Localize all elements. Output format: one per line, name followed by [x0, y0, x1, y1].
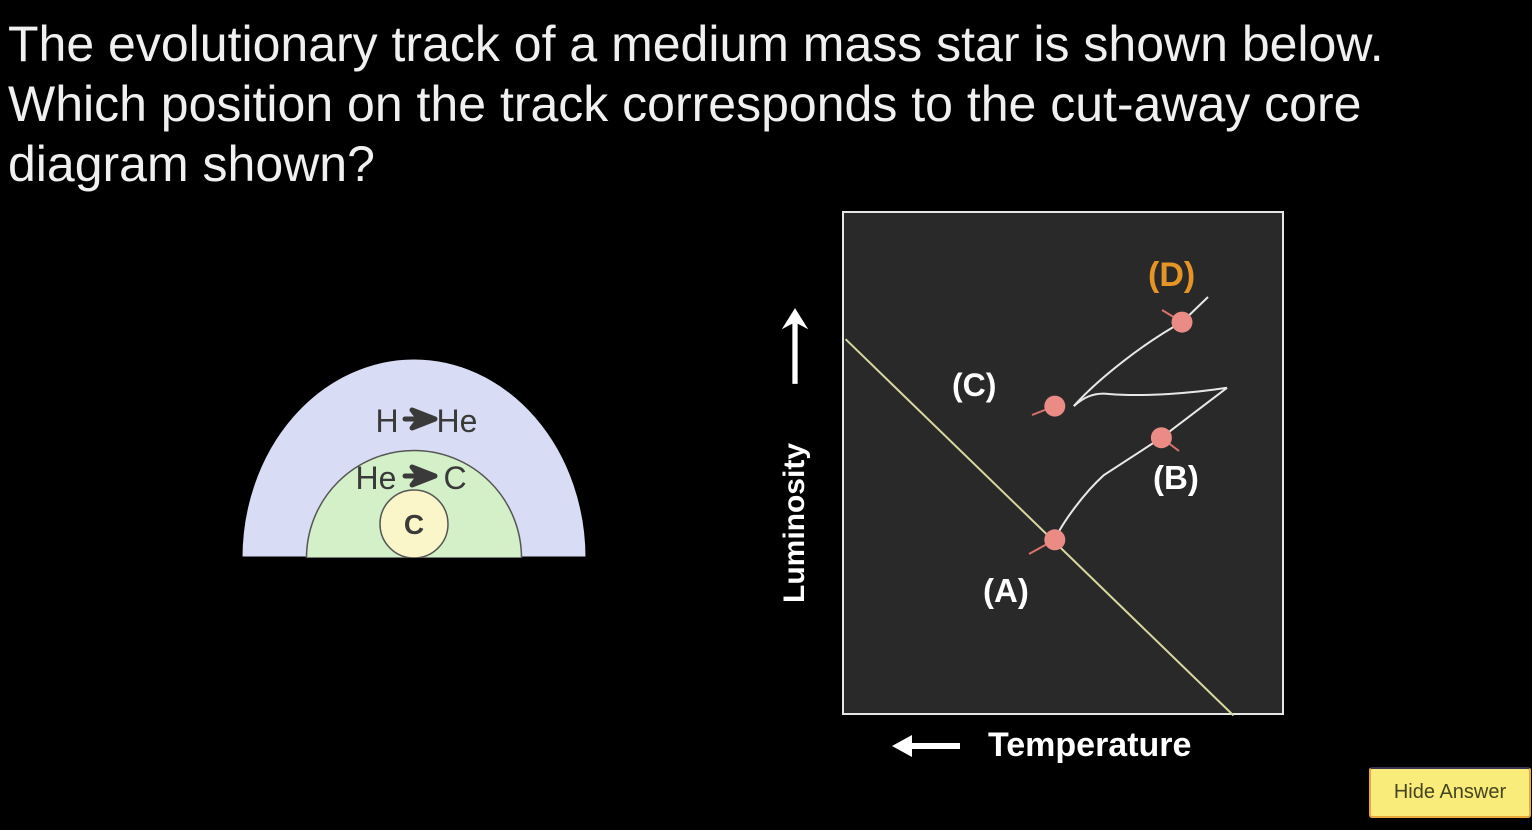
svg-text:He: He [356, 460, 397, 496]
svg-text:C: C [404, 509, 424, 540]
svg-text:C: C [443, 460, 466, 496]
svg-text:H: H [375, 403, 398, 439]
svg-text:(C): (C) [952, 367, 996, 403]
svg-text:(B): (B) [1153, 459, 1199, 496]
svg-text:He: He [437, 403, 478, 439]
svg-text:(A): (A) [983, 572, 1029, 609]
svg-text:(D): (D) [1148, 256, 1195, 294]
